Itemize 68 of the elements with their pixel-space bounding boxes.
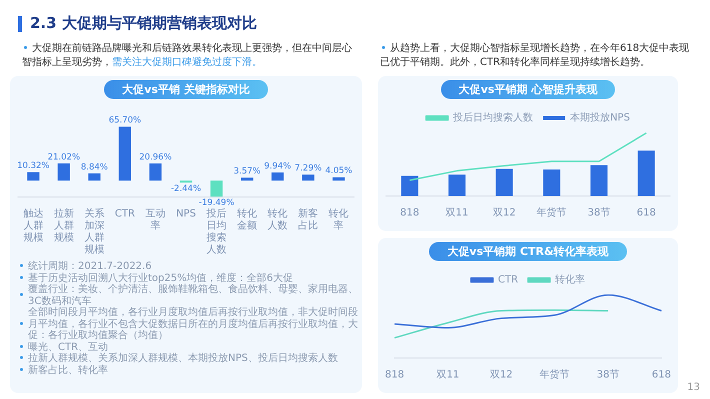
text: 13 (687, 382, 700, 393)
text: 曝光、CTR、互动 (28, 342, 108, 352)
text: 新客占比、转化率 (28, 364, 108, 376)
bar (638, 150, 655, 196)
text: 从趋势上看，大促期心智指标呈现增长趋势，在今年618大促中表现已优于平销期。此外，CTR和转化率同样呈现持续增长趋势。 (380, 42, 690, 70)
legend-label: 投后日均搜索人数 (452, 112, 534, 124)
x-tick-label: 618 (652, 370, 672, 381)
data-label: 8.84% (80, 162, 108, 172)
x-tick-label: 818 (400, 208, 420, 219)
legend-label: 转化率 (555, 274, 586, 286)
bar (332, 177, 345, 181)
x-tick-label: 关系加深人群规模 (84, 208, 104, 256)
bar (58, 163, 70, 181)
chart-title: 大促vs平销期 CTR&转化率表现 (429, 242, 627, 261)
text: 拉新人群规模、关系加深人群规模、本期投放NPS、投后日均搜索人数 (28, 353, 338, 364)
bar (590, 165, 608, 196)
x-tick-label: 818 (384, 370, 404, 381)
bar (27, 172, 40, 181)
bar (543, 170, 560, 196)
x-tick-label: 618 (636, 208, 656, 219)
bar (88, 173, 100, 181)
x-tick-label: NPS (176, 208, 196, 220)
bar (272, 172, 284, 181)
data-label: 7.29% (294, 164, 322, 174)
data-label: -2.44% (170, 184, 202, 194)
x-tick-label: 新客占比 (298, 208, 318, 232)
x-tick-label: 38节 (596, 368, 620, 381)
text: 基于历史活动回溯八大行业top25%均值，维度：全部6大促 (28, 272, 293, 284)
chart-title: 大促vs平销期 心智提升表现 (440, 80, 616, 99)
x-tick-label: 双12 (490, 370, 513, 381)
data-label: 3.57% (234, 166, 261, 177)
data-label: -19.49% (198, 198, 234, 208)
text: 2.3 大促期与平销期营销表现对比 (30, 14, 257, 33)
chart-title: 大促vs平销 关键指标对比 (104, 80, 268, 99)
x-tick-label: 双12 (492, 208, 516, 219)
text: 需关注大促期口碑避免过度下滑。 (112, 57, 262, 68)
data-label: 10.32% (17, 161, 50, 172)
text: 全部时间段月平均值，各行业月度取均值后再按行业取均值，非大促时间段月平均值，各行业不包含大促数据日所在的月度均值后再按行业取均值，大促：各行业取均值聚合（均值） (28, 307, 358, 342)
text: 统计周期：2021.7-2022.6 (28, 261, 152, 272)
bar (149, 163, 162, 181)
x-tick-label: CTR (114, 208, 135, 220)
x-tick-label: 38节 (588, 206, 610, 219)
bar (118, 126, 132, 181)
data-label: 21.02% (48, 152, 80, 162)
x-tick-label: 拉新人群规模 (54, 208, 74, 244)
legend-label: CTR (498, 274, 518, 286)
x-tick-label: 转化金额 (237, 208, 258, 232)
data-label: 20.96% (139, 152, 172, 162)
x-tick-label: 互动率 (145, 208, 166, 232)
x-tick-label: 投后日均搜索人数 (206, 208, 227, 256)
bar (302, 174, 314, 181)
x-tick-label: 触达人群规模 (23, 208, 44, 244)
x-tick-label: 双11 (436, 370, 460, 381)
x-tick-label: 转化人数 (268, 208, 288, 232)
bar (496, 168, 513, 196)
data-label: 65.70% (108, 116, 142, 126)
x-tick-label: 年货节 (540, 368, 570, 381)
bar (210, 180, 223, 197)
x-tick-label: 转化率 (328, 208, 349, 232)
data-label: 4.05% (325, 166, 352, 176)
bar (401, 176, 418, 196)
text: 覆盖行业：美妆、个护清洁、服饰鞋靴箱包、食品饮料、母婴、家用电器、3C数码和汽车 (28, 284, 358, 306)
legend-label: 本期投放NPS (570, 112, 630, 124)
data-label: 9.94% (264, 161, 292, 172)
x-tick-label: 双11 (446, 208, 468, 219)
x-tick-label: 年货节 (536, 206, 567, 219)
bar (448, 174, 466, 196)
bar (240, 178, 254, 181)
